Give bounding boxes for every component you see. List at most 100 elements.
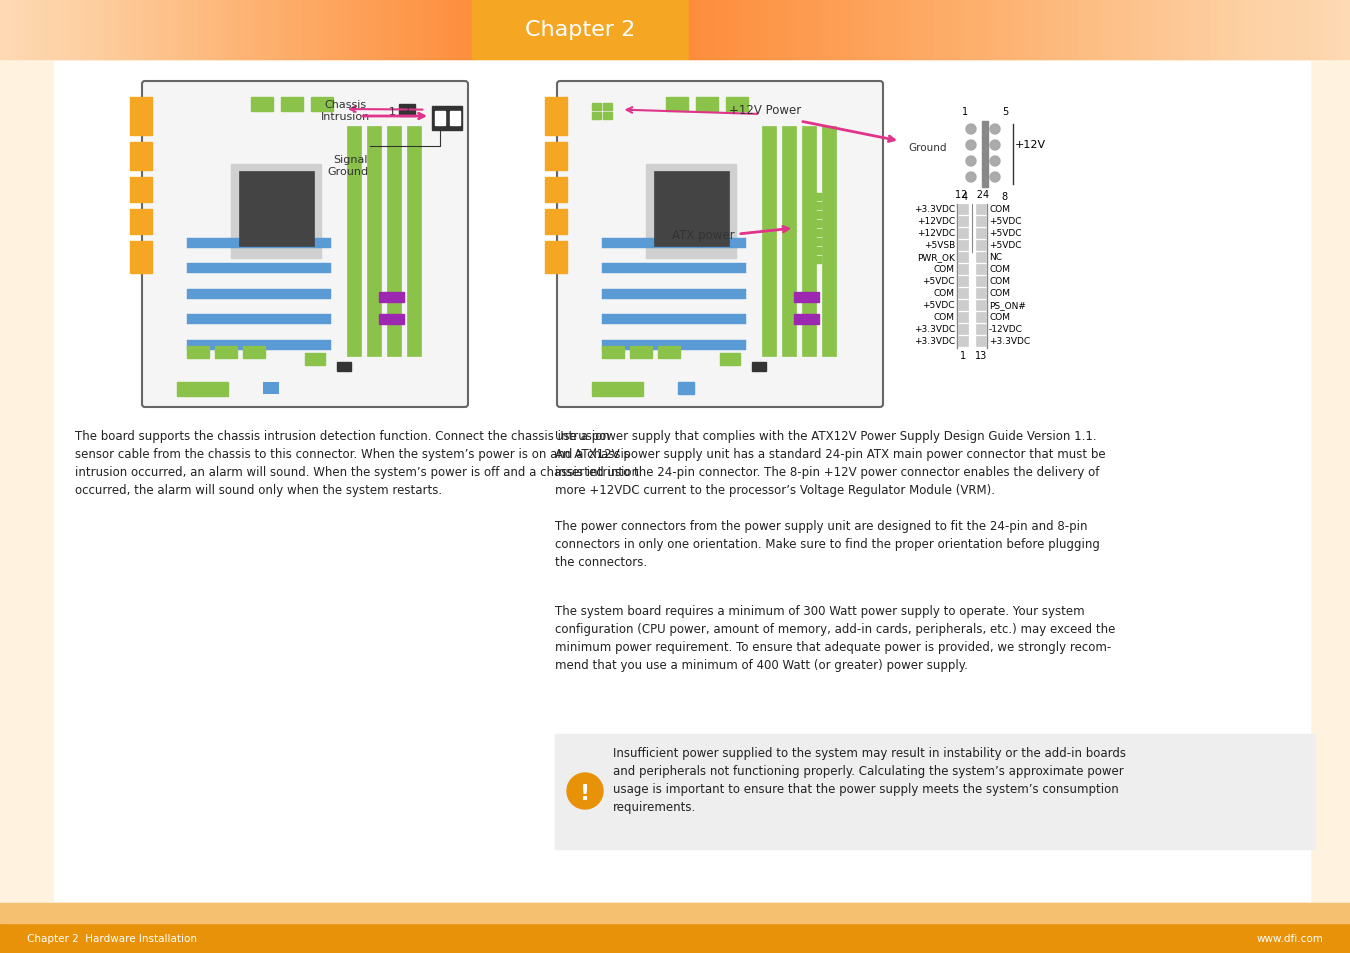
Bar	[176, 933, 189, 953]
Bar	[702, 933, 716, 953]
Bar	[794, 315, 819, 325]
Bar	[725, 98, 748, 112]
Bar	[743, 933, 756, 953]
Bar	[263, 382, 279, 395]
Bar	[976, 229, 986, 239]
Bar	[293, 0, 297, 60]
Bar	[387, 0, 392, 60]
Bar	[602, 347, 624, 359]
Text: PS_ON#: PS_ON#	[990, 301, 1026, 310]
Bar	[802, 127, 815, 356]
Bar	[824, 248, 834, 254]
Bar	[1323, 0, 1330, 60]
Bar	[108, 0, 113, 60]
Bar	[931, 933, 945, 953]
Bar	[593, 382, 643, 396]
Bar	[958, 265, 968, 274]
Bar	[720, 354, 740, 365]
Bar	[602, 104, 612, 111]
Bar	[958, 276, 968, 287]
Bar	[142, 0, 146, 60]
Bar	[1026, 0, 1033, 60]
Bar	[95, 0, 100, 60]
Bar	[976, 289, 986, 298]
Text: COM: COM	[990, 277, 1010, 286]
Bar	[1006, 0, 1012, 60]
Text: Chapter 2  Hardware Installation: Chapter 2 Hardware Installation	[27, 933, 197, 943]
Bar	[986, 933, 999, 953]
Text: 12   24: 12 24	[954, 190, 990, 200]
Bar	[416, 0, 421, 60]
Bar	[1118, 0, 1125, 60]
Bar	[1172, 0, 1179, 60]
Bar	[1211, 0, 1218, 60]
Bar	[43, 0, 47, 60]
Bar	[444, 0, 448, 60]
Bar	[1336, 933, 1350, 953]
Bar	[310, 98, 332, 112]
Bar	[1072, 0, 1079, 60]
Bar	[545, 241, 567, 274]
Bar	[284, 0, 289, 60]
Bar	[24, 0, 28, 60]
Bar	[810, 212, 821, 219]
Bar	[999, 0, 1006, 60]
Bar	[794, 0, 801, 60]
Bar	[1033, 0, 1040, 60]
Bar	[1148, 933, 1161, 953]
Text: The power connectors from the power supply unit are designed to fit the 24-pin a: The power connectors from the power supp…	[555, 519, 1100, 568]
Bar	[162, 933, 176, 953]
Bar	[850, 933, 864, 953]
Bar	[297, 933, 310, 953]
Bar	[1224, 0, 1231, 60]
Bar	[728, 0, 734, 60]
Bar	[967, 0, 973, 60]
Bar	[782, 127, 795, 356]
Bar	[32, 0, 38, 60]
Bar	[960, 0, 967, 60]
Bar	[555, 734, 1315, 849]
Bar	[1152, 0, 1158, 60]
Bar	[383, 0, 387, 60]
Bar	[1065, 0, 1072, 60]
Bar	[554, 933, 567, 953]
Bar	[958, 241, 968, 251]
Text: +3.3VDC: +3.3VDC	[914, 325, 954, 335]
Bar	[824, 230, 834, 236]
Bar	[953, 0, 960, 60]
Bar	[450, 112, 460, 126]
Bar	[418, 933, 432, 953]
Bar	[186, 238, 331, 249]
Bar	[1291, 0, 1297, 60]
Bar	[900, 0, 907, 60]
Bar	[386, 127, 401, 356]
Bar	[344, 0, 350, 60]
Text: +3.3VDC: +3.3VDC	[990, 337, 1030, 346]
Bar	[378, 293, 404, 303]
Bar	[186, 347, 209, 359]
Bar	[89, 0, 95, 60]
Bar	[373, 0, 378, 60]
Bar	[400, 105, 416, 116]
Bar	[675, 933, 688, 953]
Bar	[397, 0, 402, 60]
Bar	[217, 0, 221, 60]
Bar	[958, 313, 968, 323]
Text: COM: COM	[934, 289, 954, 298]
Bar	[958, 289, 968, 298]
Bar	[880, 0, 887, 60]
Bar	[958, 933, 972, 953]
Bar	[1158, 0, 1165, 60]
Text: ATX power: ATX power	[672, 229, 734, 241]
Bar	[274, 0, 278, 60]
Text: +3.3VDC: +3.3VDC	[914, 205, 954, 214]
Bar	[1125, 0, 1131, 60]
Bar	[472, 0, 688, 60]
Bar	[1165, 0, 1172, 60]
Bar	[420, 0, 425, 60]
Bar	[68, 933, 81, 953]
Bar	[38, 0, 43, 60]
Bar	[202, 933, 216, 953]
Bar	[14, 933, 27, 953]
Text: +12VDC: +12VDC	[917, 217, 954, 226]
